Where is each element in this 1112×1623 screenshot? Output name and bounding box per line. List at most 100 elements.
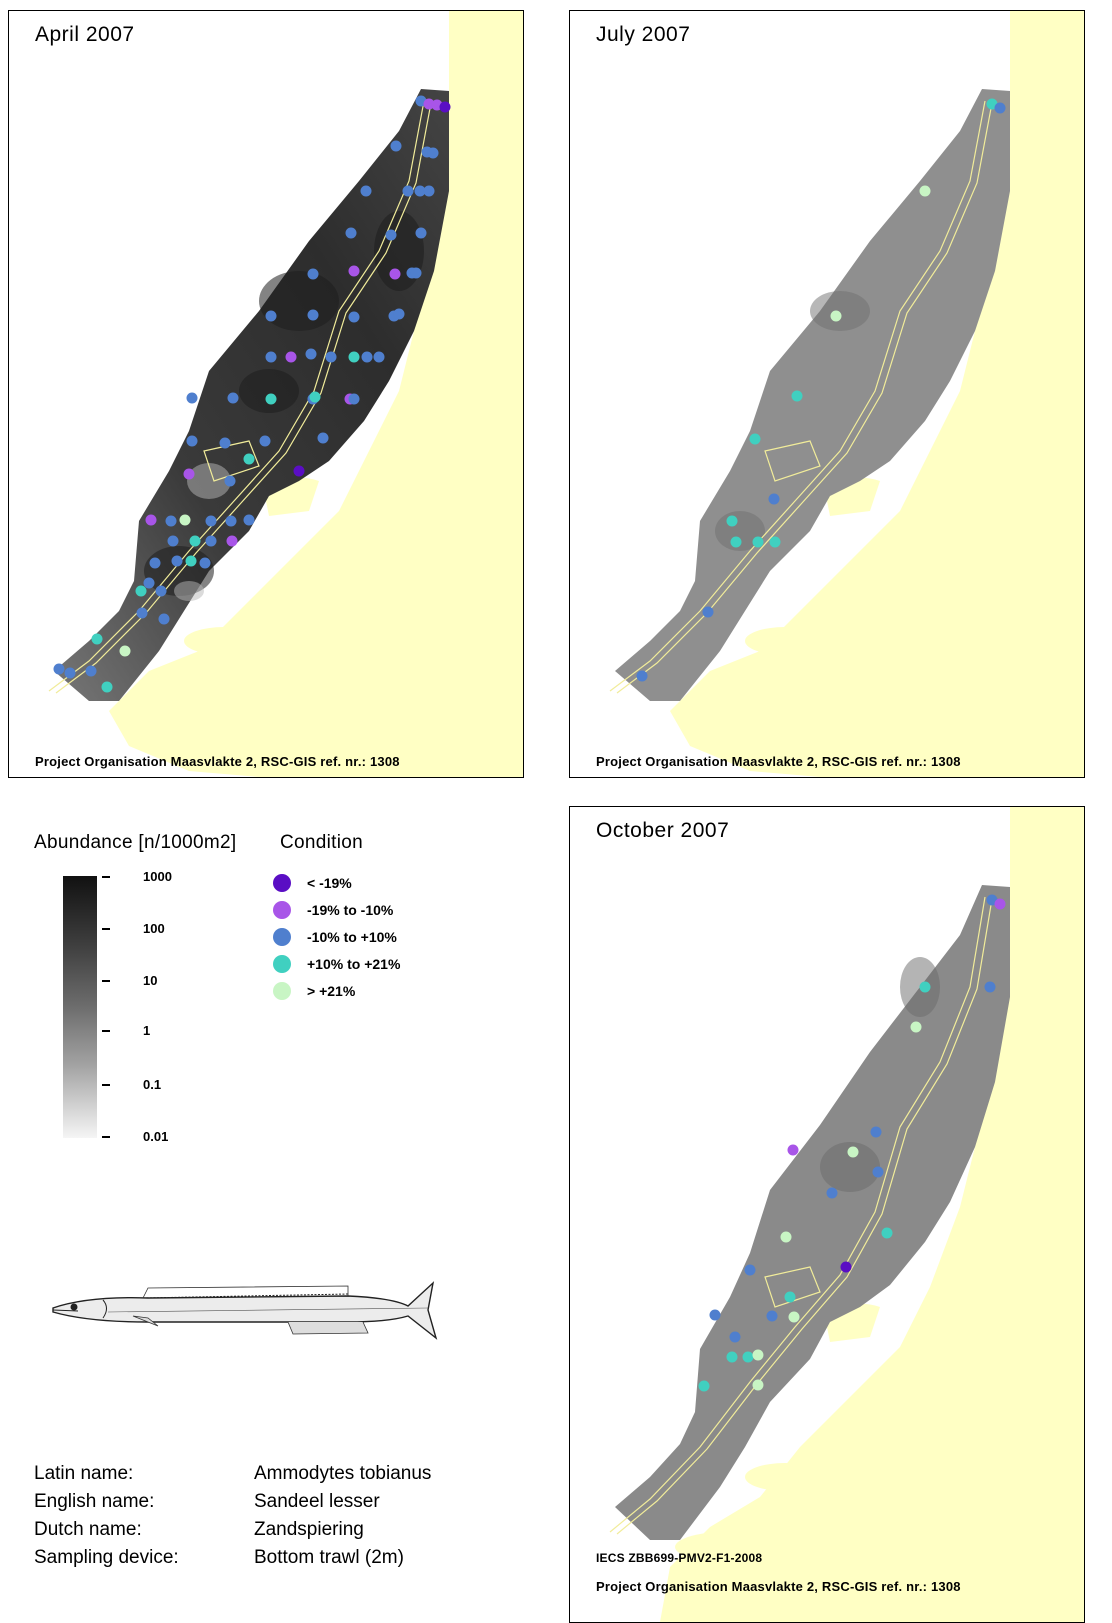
sample-point (870, 1126, 882, 1138)
sample-point (709, 1309, 721, 1321)
colorbar-tick (102, 1084, 110, 1086)
sample-point (265, 310, 277, 322)
colorbar-tick-label: 10 (143, 973, 158, 988)
condition-swatch (273, 955, 291, 973)
sample-point (205, 515, 217, 527)
sample-point (205, 535, 217, 547)
colorbar-tick (102, 1030, 110, 1032)
sample-point (788, 1311, 800, 1323)
sample-point (348, 311, 360, 323)
condition-swatch (273, 982, 291, 1000)
sample-point (702, 606, 714, 618)
condition-swatch (273, 901, 291, 919)
sample-point (780, 1231, 792, 1243)
sample-point (183, 468, 195, 480)
map-april (48, 11, 523, 777)
condition-points-april (53, 95, 451, 693)
species-field-label: English name: (34, 1491, 155, 1512)
sample-point (766, 1310, 778, 1322)
sample-point (185, 555, 197, 567)
sample-point (840, 1261, 852, 1273)
sample-point (636, 670, 648, 682)
sample-point (427, 147, 439, 159)
sample-point (179, 514, 191, 526)
condition-class-label: -19% to -10% (307, 902, 394, 918)
sample-point (402, 185, 414, 197)
sample-point (155, 585, 167, 597)
sample-point (784, 1291, 796, 1303)
sample-point (348, 265, 360, 277)
sample-point (752, 1349, 764, 1361)
species-field-value: Bottom trawl (2m) (254, 1547, 404, 1568)
condition-class-label: < -19% (307, 875, 352, 891)
shipping-route (609, 100, 993, 694)
species-field-value: Ammodytes tobianus (254, 1463, 432, 1484)
panel-title: July 2007 (596, 23, 691, 46)
sample-point (872, 1166, 884, 1178)
colorbar-tick-label: 1000 (143, 869, 172, 884)
condition-class-label: +10% to +21% (307, 956, 401, 972)
sample-point (881, 1227, 893, 1239)
sample-point (389, 268, 401, 280)
sample-point (373, 351, 385, 363)
sample-point (423, 98, 435, 110)
map-credit: Project Organisation Maasvlakte 2, RSC-G… (596, 754, 961, 769)
colorbar-tick-label: 0.1 (143, 1077, 162, 1092)
sample-point (225, 515, 237, 527)
sample-point (830, 310, 842, 322)
map-credit: Project Organisation Maasvlakte 2, RSC-G… (35, 754, 400, 769)
sample-point (744, 1264, 756, 1276)
doc-reference: IECS ZBB699-PMV2-F1-2008 (596, 1551, 763, 1565)
sample-point (826, 1187, 838, 1199)
sample-point (348, 351, 360, 363)
sample-point (994, 102, 1006, 114)
sample-point (53, 663, 65, 675)
sample-point (791, 390, 803, 402)
sample-point (847, 1146, 859, 1158)
sample-point (265, 351, 277, 363)
sample-point (729, 1331, 741, 1343)
sample-point (259, 435, 271, 447)
sample-point (307, 268, 319, 280)
shipping-route (609, 896, 993, 1535)
sample-point (726, 515, 738, 527)
sample-point (293, 465, 305, 477)
colorbar-tick (102, 1136, 110, 1138)
sample-point (307, 309, 319, 321)
condition-swatch (273, 874, 291, 892)
sample-point (698, 1380, 710, 1392)
map-credit: Project Organisation Maasvlakte 2, RSC-G… (596, 1579, 961, 1594)
colorbar-tick (102, 876, 110, 878)
sample-point (305, 348, 317, 360)
abundance-legend-title: Abundance [n/1000m2] (34, 832, 237, 853)
map-panel-october: October 2007 IECS ZBB699-PMV2-F1-2008 Pr… (569, 806, 1085, 1623)
condition-points-october (698, 894, 1006, 1392)
survey-area (615, 885, 1010, 1540)
sample-point (385, 229, 397, 241)
sample-point (85, 665, 97, 677)
condition-class-label: > +21% (307, 983, 356, 999)
sample-point (415, 227, 427, 239)
panel-title: October 2007 (596, 819, 730, 842)
sample-point (423, 185, 435, 197)
sample-point (325, 351, 337, 363)
sample-point (345, 227, 357, 239)
sample-point (186, 435, 198, 447)
sample-point (348, 393, 360, 405)
sample-point (199, 557, 211, 569)
sample-point (136, 607, 148, 619)
sample-point (219, 437, 231, 449)
sample-point (768, 493, 780, 505)
sample-point (265, 393, 277, 405)
colorbar-tick (102, 980, 110, 982)
sample-point (91, 633, 103, 645)
sample-point (769, 536, 781, 548)
sample-point (910, 1021, 922, 1033)
sample-point (787, 1144, 799, 1156)
condition-swatch (273, 928, 291, 946)
colorbar-tick (102, 928, 110, 930)
sample-point (984, 981, 996, 993)
colorbar-tick-label: 100 (143, 921, 165, 936)
sample-point (186, 392, 198, 404)
sample-point (390, 140, 402, 152)
